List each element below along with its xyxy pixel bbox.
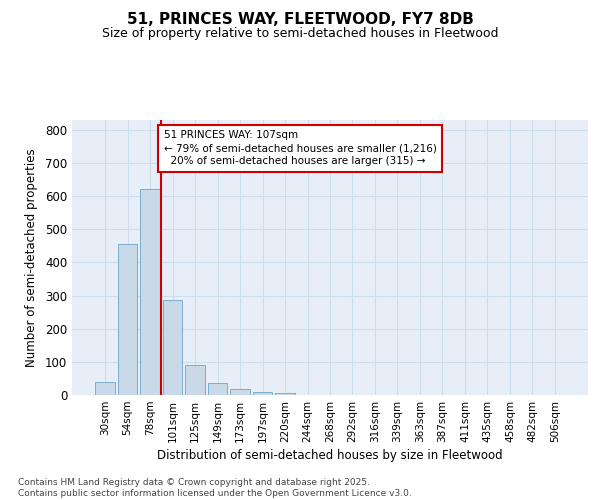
Bar xyxy=(208,384,227,395)
Bar xyxy=(185,364,205,395)
Bar xyxy=(163,300,182,395)
Bar xyxy=(253,392,272,395)
Bar xyxy=(230,389,250,395)
Bar xyxy=(95,382,115,395)
Text: Size of property relative to semi-detached houses in Fleetwood: Size of property relative to semi-detach… xyxy=(102,28,498,40)
Text: 51, PRINCES WAY, FLEETWOOD, FY7 8DB: 51, PRINCES WAY, FLEETWOOD, FY7 8DB xyxy=(127,12,473,28)
Y-axis label: Number of semi-detached properties: Number of semi-detached properties xyxy=(25,148,38,367)
X-axis label: Distribution of semi-detached houses by size in Fleetwood: Distribution of semi-detached houses by … xyxy=(157,449,503,462)
Bar xyxy=(118,244,137,395)
Bar xyxy=(275,393,295,395)
Bar xyxy=(140,189,160,395)
Text: Contains HM Land Registry data © Crown copyright and database right 2025.
Contai: Contains HM Land Registry data © Crown c… xyxy=(18,478,412,498)
Text: 51 PRINCES WAY: 107sqm
← 79% of semi-detached houses are smaller (1,216)
  20% o: 51 PRINCES WAY: 107sqm ← 79% of semi-det… xyxy=(164,130,436,166)
